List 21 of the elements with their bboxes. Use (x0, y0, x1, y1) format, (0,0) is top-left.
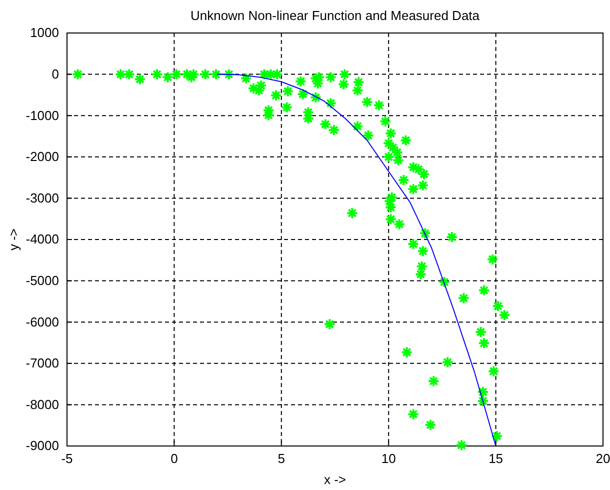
chart-title: Unknown Non-linear Function and Measured Data (190, 8, 480, 23)
y-tick-label: -5000 (26, 272, 59, 288)
y-tick-label: -1000 (26, 108, 59, 123)
x-axis-title: x -> (324, 472, 346, 487)
y-tick-label: 0 (52, 66, 59, 82)
x-tick-label: 0 (170, 451, 178, 466)
y-tick-label: -7000 (26, 356, 59, 371)
y-tick-label: 1000 (30, 25, 59, 40)
y-tick-label: -6000 (26, 314, 59, 330)
x-tick-label: -5 (61, 451, 73, 466)
x-tick-label: 5 (278, 451, 286, 466)
y-tick-label: -2000 (26, 149, 59, 164)
y-tick-label: -9000 (26, 438, 59, 454)
line-series (216, 74, 496, 446)
x-tick-label: 10 (381, 451, 396, 466)
x-tick-label: 15 (488, 451, 504, 466)
y-tick-label: -4000 (26, 232, 59, 247)
y-tick-label: -3000 (26, 190, 59, 206)
y-axis-title: y -> (6, 228, 21, 251)
x-tick-label: 20 (596, 451, 610, 466)
y-tick-label: -8000 (26, 396, 59, 412)
